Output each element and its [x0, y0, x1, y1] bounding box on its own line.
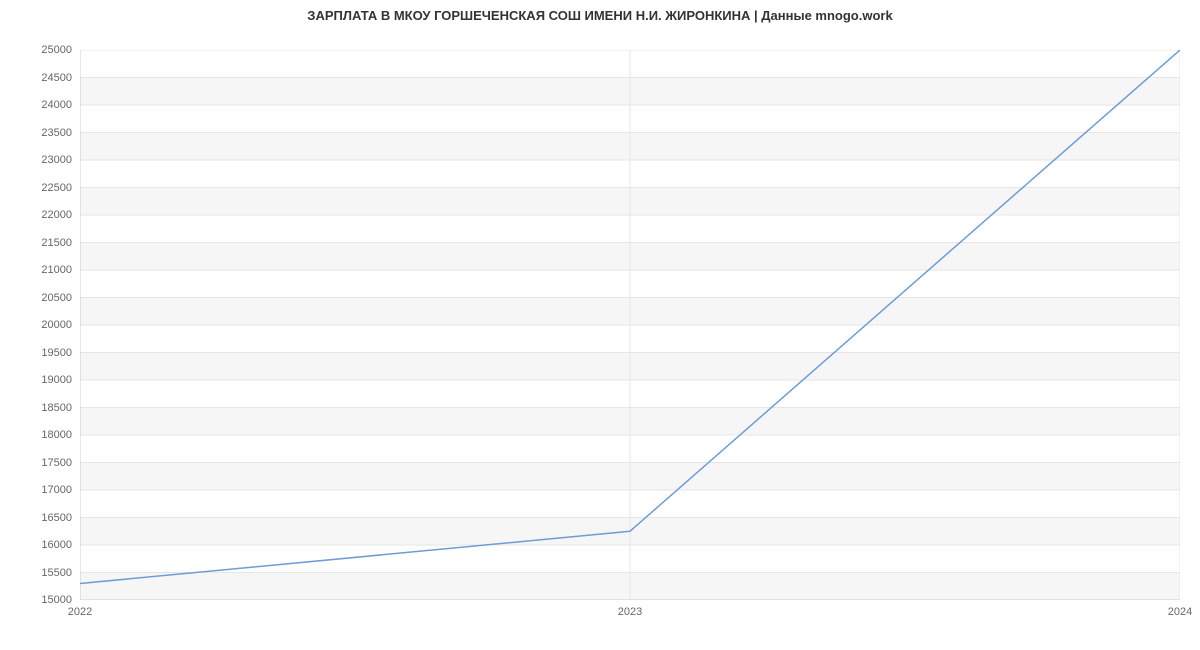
- chart-title: ЗАРПЛАТА В МКОУ ГОРШЕЧЕНСКАЯ СОШ ИМЕНИ Н…: [0, 8, 1200, 23]
- y-tick-label: 19000: [12, 374, 72, 386]
- y-tick-label: 21000: [12, 264, 72, 276]
- y-tick-label: 22000: [12, 209, 72, 221]
- x-tick-label: 2022: [68, 606, 92, 618]
- plot-area: [80, 50, 1180, 600]
- plot-svg: [80, 50, 1180, 600]
- y-tick-label: 20000: [12, 319, 72, 331]
- y-tick-label: 16500: [12, 512, 72, 524]
- y-tick-label: 24000: [12, 99, 72, 111]
- y-tick-label: 15000: [12, 594, 72, 606]
- y-tick-label: 23000: [12, 154, 72, 166]
- y-tick-label: 19500: [12, 347, 72, 359]
- y-tick-label: 21500: [12, 237, 72, 249]
- salary-chart: ЗАРПЛАТА В МКОУ ГОРШЕЧЕНСКАЯ СОШ ИМЕНИ Н…: [0, 0, 1200, 650]
- x-tick-label: 2024: [1168, 606, 1192, 618]
- x-tick-label: 2023: [618, 606, 642, 618]
- y-tick-label: 16000: [12, 539, 72, 551]
- y-tick-label: 23500: [12, 127, 72, 139]
- y-tick-label: 17000: [12, 484, 72, 496]
- y-tick-label: 25000: [12, 44, 72, 56]
- y-tick-label: 18500: [12, 402, 72, 414]
- y-tick-label: 15500: [12, 567, 72, 579]
- y-tick-label: 20500: [12, 292, 72, 304]
- y-tick-label: 22500: [12, 182, 72, 194]
- y-tick-label: 17500: [12, 457, 72, 469]
- y-tick-label: 24500: [12, 72, 72, 84]
- y-tick-label: 18000: [12, 429, 72, 441]
